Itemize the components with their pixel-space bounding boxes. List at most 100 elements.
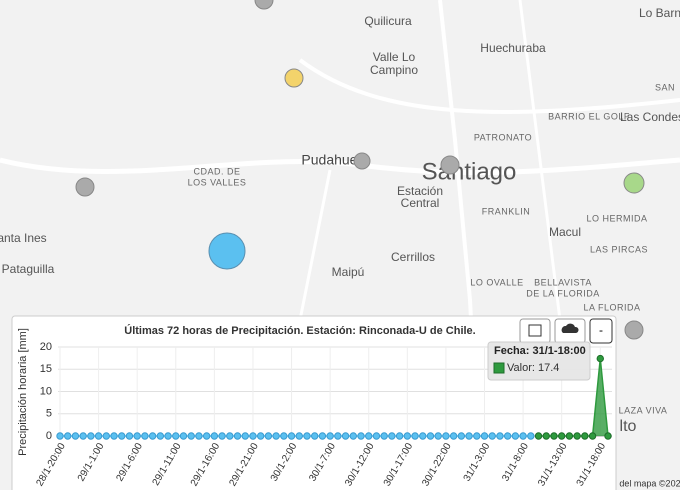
station[interactable] xyxy=(624,320,644,340)
point xyxy=(272,432,280,440)
chart-panel: Últimas 72 horas de Precipitación. Estac… xyxy=(11,315,617,490)
place: LAS PIRCAS xyxy=(590,244,648,254)
tooltip-date: Fecha: 31/1-18:00 xyxy=(494,345,586,357)
place: BARRIO EL GOLF xyxy=(548,111,630,121)
point xyxy=(573,432,581,440)
point xyxy=(527,432,535,440)
y-tick-label: 15 xyxy=(40,363,52,375)
point xyxy=(503,432,512,440)
station[interactable] xyxy=(353,152,371,170)
point xyxy=(542,432,550,440)
point xyxy=(403,432,412,440)
point xyxy=(164,432,172,440)
point xyxy=(419,432,427,440)
image-button[interactable] xyxy=(519,318,551,344)
point xyxy=(295,432,303,440)
point xyxy=(557,432,566,440)
y-tick-label: 20 xyxy=(40,341,52,353)
stations xyxy=(75,0,645,340)
point xyxy=(202,432,211,440)
point xyxy=(434,432,442,440)
point xyxy=(581,432,589,440)
place: Cerrillos xyxy=(391,250,435,264)
place: DE LA FLORIDA xyxy=(526,288,600,298)
point xyxy=(411,432,419,440)
place: Huechuraba xyxy=(480,41,546,55)
point xyxy=(156,432,165,440)
point xyxy=(349,432,357,440)
icon xyxy=(528,324,542,337)
place: Campino xyxy=(370,63,418,77)
point xyxy=(365,432,373,440)
place: Valle Lo xyxy=(373,50,416,64)
place: Maipú xyxy=(332,265,365,279)
point xyxy=(496,432,504,440)
station[interactable] xyxy=(440,155,460,175)
point xyxy=(395,432,404,440)
point xyxy=(449,432,458,440)
point xyxy=(102,432,111,440)
place: Santiago xyxy=(422,158,517,185)
point xyxy=(249,432,257,440)
place: LA FLORIDA xyxy=(583,302,640,312)
place: FRANKLIN xyxy=(482,206,531,216)
map-labels: Quilicura Huechuraba Valle Lo Campino PA… xyxy=(0,6,680,488)
point xyxy=(287,432,296,440)
station[interactable] xyxy=(75,177,95,197)
point xyxy=(218,432,226,440)
point xyxy=(311,432,319,440)
place: Las Condes xyxy=(620,110,680,124)
point xyxy=(233,432,242,440)
point xyxy=(264,432,273,440)
point xyxy=(148,432,157,440)
point xyxy=(71,432,80,440)
tooltip-swatch xyxy=(493,362,505,374)
place: LO HERMIDA xyxy=(586,213,647,223)
point xyxy=(604,432,612,440)
place: Central xyxy=(401,196,440,210)
point xyxy=(172,432,180,440)
point xyxy=(511,432,520,440)
point xyxy=(64,432,72,440)
point xyxy=(280,432,288,440)
station[interactable] xyxy=(254,0,274,10)
place: SAN xyxy=(655,82,675,92)
point xyxy=(110,432,118,440)
point xyxy=(79,432,87,440)
point xyxy=(596,354,604,363)
station[interactable] xyxy=(623,172,645,194)
point xyxy=(226,432,234,440)
attribution: del mapa ©202 xyxy=(619,478,680,488)
point xyxy=(480,432,489,440)
place: anta Ines xyxy=(0,231,47,245)
point xyxy=(380,432,388,440)
y-tick-label: 10 xyxy=(40,385,52,397)
place: CDAD. DE xyxy=(193,166,240,176)
collapse-button[interactable] xyxy=(589,318,613,344)
place: BELLAVISTA xyxy=(534,277,592,287)
point xyxy=(210,432,219,440)
station[interactable] xyxy=(208,232,246,270)
icon xyxy=(561,323,579,333)
point xyxy=(534,432,543,440)
point xyxy=(125,432,134,440)
place: PATRONATO xyxy=(474,132,532,142)
point xyxy=(195,432,203,440)
place: Lo Barn xyxy=(639,6,680,20)
point xyxy=(426,432,435,440)
road xyxy=(298,58,680,114)
station[interactable] xyxy=(284,68,304,88)
place: lto xyxy=(620,418,637,435)
point xyxy=(303,432,311,440)
area xyxy=(538,358,608,436)
point xyxy=(56,432,64,440)
point xyxy=(565,432,574,440)
point xyxy=(256,432,265,440)
point xyxy=(179,432,188,440)
point xyxy=(334,432,342,440)
road xyxy=(518,0,562,321)
tooltip-bg xyxy=(487,341,591,381)
point xyxy=(318,432,327,440)
point xyxy=(118,432,126,440)
